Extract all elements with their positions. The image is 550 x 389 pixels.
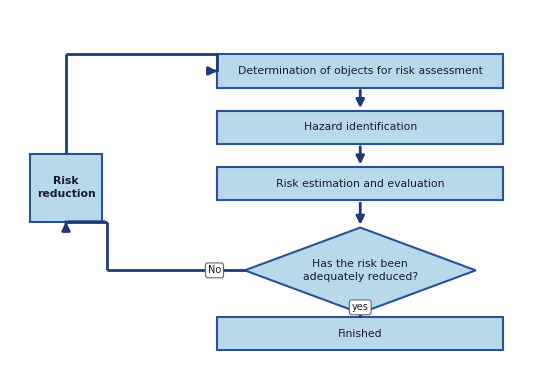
Text: Finished: Finished: [338, 329, 383, 338]
FancyBboxPatch shape: [217, 111, 503, 144]
Text: yes: yes: [352, 302, 368, 312]
Text: Has the risk been
adequately reduced?: Has the risk been adequately reduced?: [302, 259, 418, 282]
Polygon shape: [245, 228, 476, 313]
Text: Risk estimation and evaluation: Risk estimation and evaluation: [276, 179, 444, 189]
Text: Hazard identification: Hazard identification: [304, 123, 417, 132]
Text: Risk
reduction: Risk reduction: [37, 177, 95, 199]
FancyBboxPatch shape: [217, 54, 503, 88]
FancyBboxPatch shape: [30, 154, 102, 222]
FancyBboxPatch shape: [217, 167, 503, 200]
FancyBboxPatch shape: [217, 317, 503, 350]
Text: Determination of objects for risk assessment: Determination of objects for risk assess…: [238, 66, 483, 76]
Text: No: No: [208, 265, 221, 275]
